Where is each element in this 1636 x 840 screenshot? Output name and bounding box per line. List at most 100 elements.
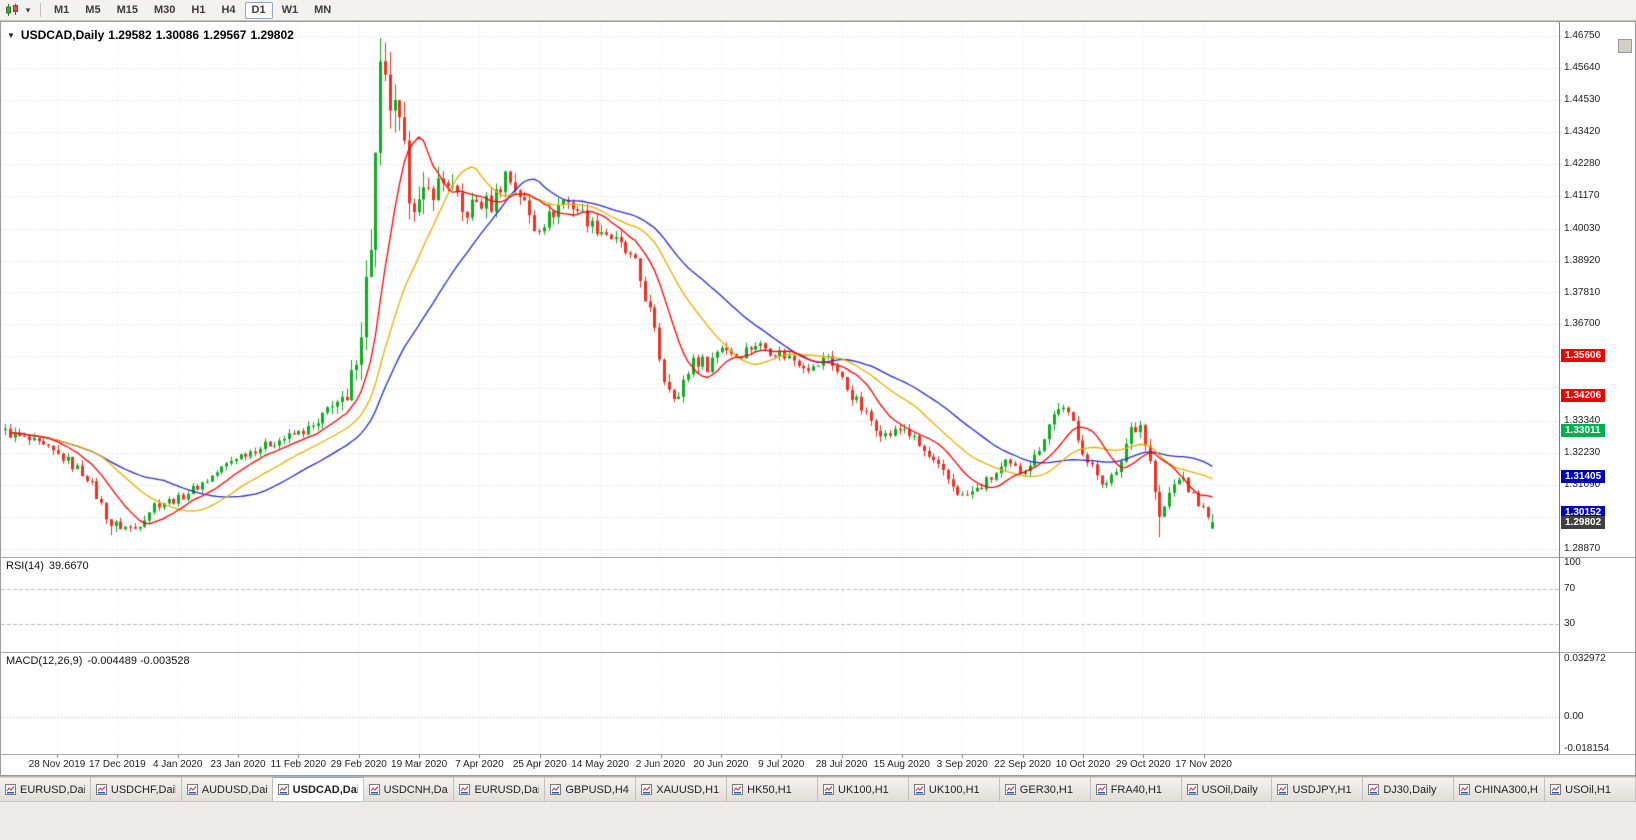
chart-tab-label: HK50,H1 [747,783,792,796]
level-price-badge: 1.33011 [1561,423,1605,437]
macd-scale-label: 0.032972 [1564,652,1606,664]
chart-title: ▼ USDCAD,Daily 1.29582 1.30086 1.29567 1.2980… [7,28,298,42]
chart-tab-china300-h1[interactable]: CHINA300,H1 [1454,777,1546,801]
rsi-name: RSI(14) [6,560,44,572]
timeframe-button-m30[interactable]: M30 [153,3,176,16]
date-axis-label: 23 Jan 2020 [210,759,266,770]
chart-tab-icon [95,784,107,795]
macd-scale-label: 0.00 [1564,711,1584,722]
chart-tab-label: UK100,H1 [838,783,889,796]
chart-tab-hk50-h1[interactable]: HK50,H1 [727,777,819,801]
chart-scroll-marker [1618,39,1632,53]
timeframe-button-h1[interactable]: H1 [191,3,206,16]
ohlc-low: 1.29567 [203,28,247,42]
chart-tab-fra40-h1[interactable]: FRA40,H1 [1090,777,1182,801]
date-axis-label: 29 Oct 2020 [1116,759,1171,770]
current-price-badge: 1.29802 [1561,515,1606,529]
chart-window: ▼ USDCAD,Daily 1.29582 1.30086 1.29567 1.2980… [0,21,1636,776]
timeframe-button-mn[interactable]: MN [314,3,332,16]
chart-tab-label: EURUSD,Daily [20,783,85,796]
chart-type-icon[interactable] [3,2,21,18]
chart-tab-icon [641,784,653,795]
date-axis-label: 7 Apr 2020 [455,759,504,770]
chart-tab-label: USDJPY,H1 [1292,783,1352,796]
chart-tab-icon [368,784,380,795]
timeframe-button-m15[interactable]: M15 [116,3,138,16]
date-axis-label: 15 Aug 2020 [873,759,930,770]
date-axis-label: 28 Nov 2019 [28,759,86,770]
chart-tab-icon [550,784,562,795]
chart-tab-label: XAUUSD,H1 [656,783,720,796]
level-price-badge: 1.30152 [1561,505,1606,519]
chart-tab-icon [913,784,925,795]
chart-tab-icon [277,784,289,795]
price-axis-label: 1.33340 [1564,414,1601,426]
chart-type-dropdown-icon[interactable]: ▾ [25,4,31,15]
timeframe-button-m5[interactable]: M5 [85,3,101,16]
date-axis-label: 22 Sep 2020 [994,759,1051,770]
chart-tab-uk100-h1[interactable]: UK100,H1 [818,777,909,801]
date-axis-label: 28 Jul 2020 [815,759,868,770]
chart-tab-gbpusd-h4[interactable]: GBPUSD,H4 [545,777,637,801]
price-axis-label: 1.37810 [1564,286,1601,298]
timeframe-button-d1[interactable]: D1 [244,1,273,19]
rsi-indicator-label: RSI(14) 39.6670 [6,560,94,572]
chart-tab-usdjpy-h1[interactable]: USDJPY,H1 [1272,777,1364,801]
chart-symbol-period: USDCAD,Daily [20,28,105,42]
chart-tab-icon [1277,784,1289,795]
date-axis-label: 9 Jul 2020 [758,759,805,770]
price-axis-label: 1.41170 [1564,190,1600,202]
level-price-badge: 1.35606 [1561,349,1606,363]
chart-tab-usdcnh-daily[interactable]: USDCNH,Daily [363,777,455,801]
price-axis-label: 1.43420 [1564,125,1601,137]
chart-tab-eurusd-daily[interactable]: EURUSD,Daily [0,777,91,801]
chart-tab-label: USOil,Daily [1201,783,1258,796]
date-axis-label: 4 Jan 2020 [152,759,203,770]
time-axis-separator [1,754,1635,755]
ohlc-close: 1.29802 [250,28,294,42]
price-axis-label: 1.38920 [1564,254,1601,266]
chart-tab-label: USDCHF,Daily [110,783,176,796]
chart-tab-label: DJ30,Daily [1383,783,1437,796]
price-axis-label: 1.40030 [1564,222,1601,234]
chart-tab-dj30-daily[interactable]: DJ30,Daily [1363,777,1455,801]
chart-tab-usdchf-daily[interactable]: USDCHF,Daily [90,777,182,801]
price-chart-canvas[interactable] [1,22,1559,775]
price-axis-label: 1.36700 [1564,318,1601,330]
timeframe-button-w1[interactable]: W1 [281,3,299,16]
chart-tab-icon [5,784,16,795]
price-axis-label: 1.28870 [1564,543,1601,554]
date-axis-label: 17 Nov 2020 [1175,759,1232,770]
chart-tab-audusd-daily[interactable]: AUDUSD,Daily [181,777,273,801]
chart-title-caret-icon: ▼ [7,31,15,40]
chart-tab-label: UK100,H1 [928,783,980,796]
chart-tab-label: GER30,H1 [1019,783,1073,796]
chart-tab-ger30-h1[interactable]: GER30,H1 [999,777,1091,801]
chart-tab-usoil-h1[interactable]: USOil,H1 [1545,777,1636,801]
macd-values: -0.004489 -0.003528 [87,655,190,667]
chart-tab-eurusd-daily[interactable]: EURUSD,Daily [454,777,546,801]
chart-tab-label: EURUSD,Daily [474,783,539,796]
date-axis-label: 29 Feb 2020 [330,759,387,770]
macd-indicator-label: MACD(12,26,9) -0.004489 -0.003528 [6,655,195,667]
ohlc-high: 1.30086 [155,28,200,42]
chart-tab-bar: EURUSD,Daily USDCHF,Daily AUDUSD,Daily USDC… [0,776,1636,801]
timeframe-button-m1[interactable]: M1 [54,3,70,16]
chart-tab-icon [1459,784,1471,795]
chart-tab-xauusd-h1[interactable]: XAUUSD,H1 [636,777,728,801]
date-axis-label: 2 Jun 2020 [635,759,686,770]
timeframe-button-h4[interactable]: H4 [221,3,236,16]
chart-tab-uk100-h1[interactable]: UK100,H1 [908,777,1000,801]
price-axis-border [1559,22,1560,754]
chart-tab-usdcad-daily[interactable]: USDCAD,Daily [272,777,364,801]
date-axis-label: 3 Sep 2020 [936,759,988,770]
pane-separator[interactable] [1,557,1635,558]
chart-tab-icon [1095,784,1107,795]
chart-tab-usoil-daily[interactable]: USOil,Daily [1181,777,1273,801]
pane-separator[interactable] [1,652,1635,653]
date-axis-label: 25 Apr 2020 [512,759,567,770]
date-axis-label: 11 Feb 2020 [270,759,327,770]
rsi-value: 39.6670 [48,560,89,572]
rsi-scale-label: 100 [1564,557,1581,568]
status-bar [0,801,1636,840]
